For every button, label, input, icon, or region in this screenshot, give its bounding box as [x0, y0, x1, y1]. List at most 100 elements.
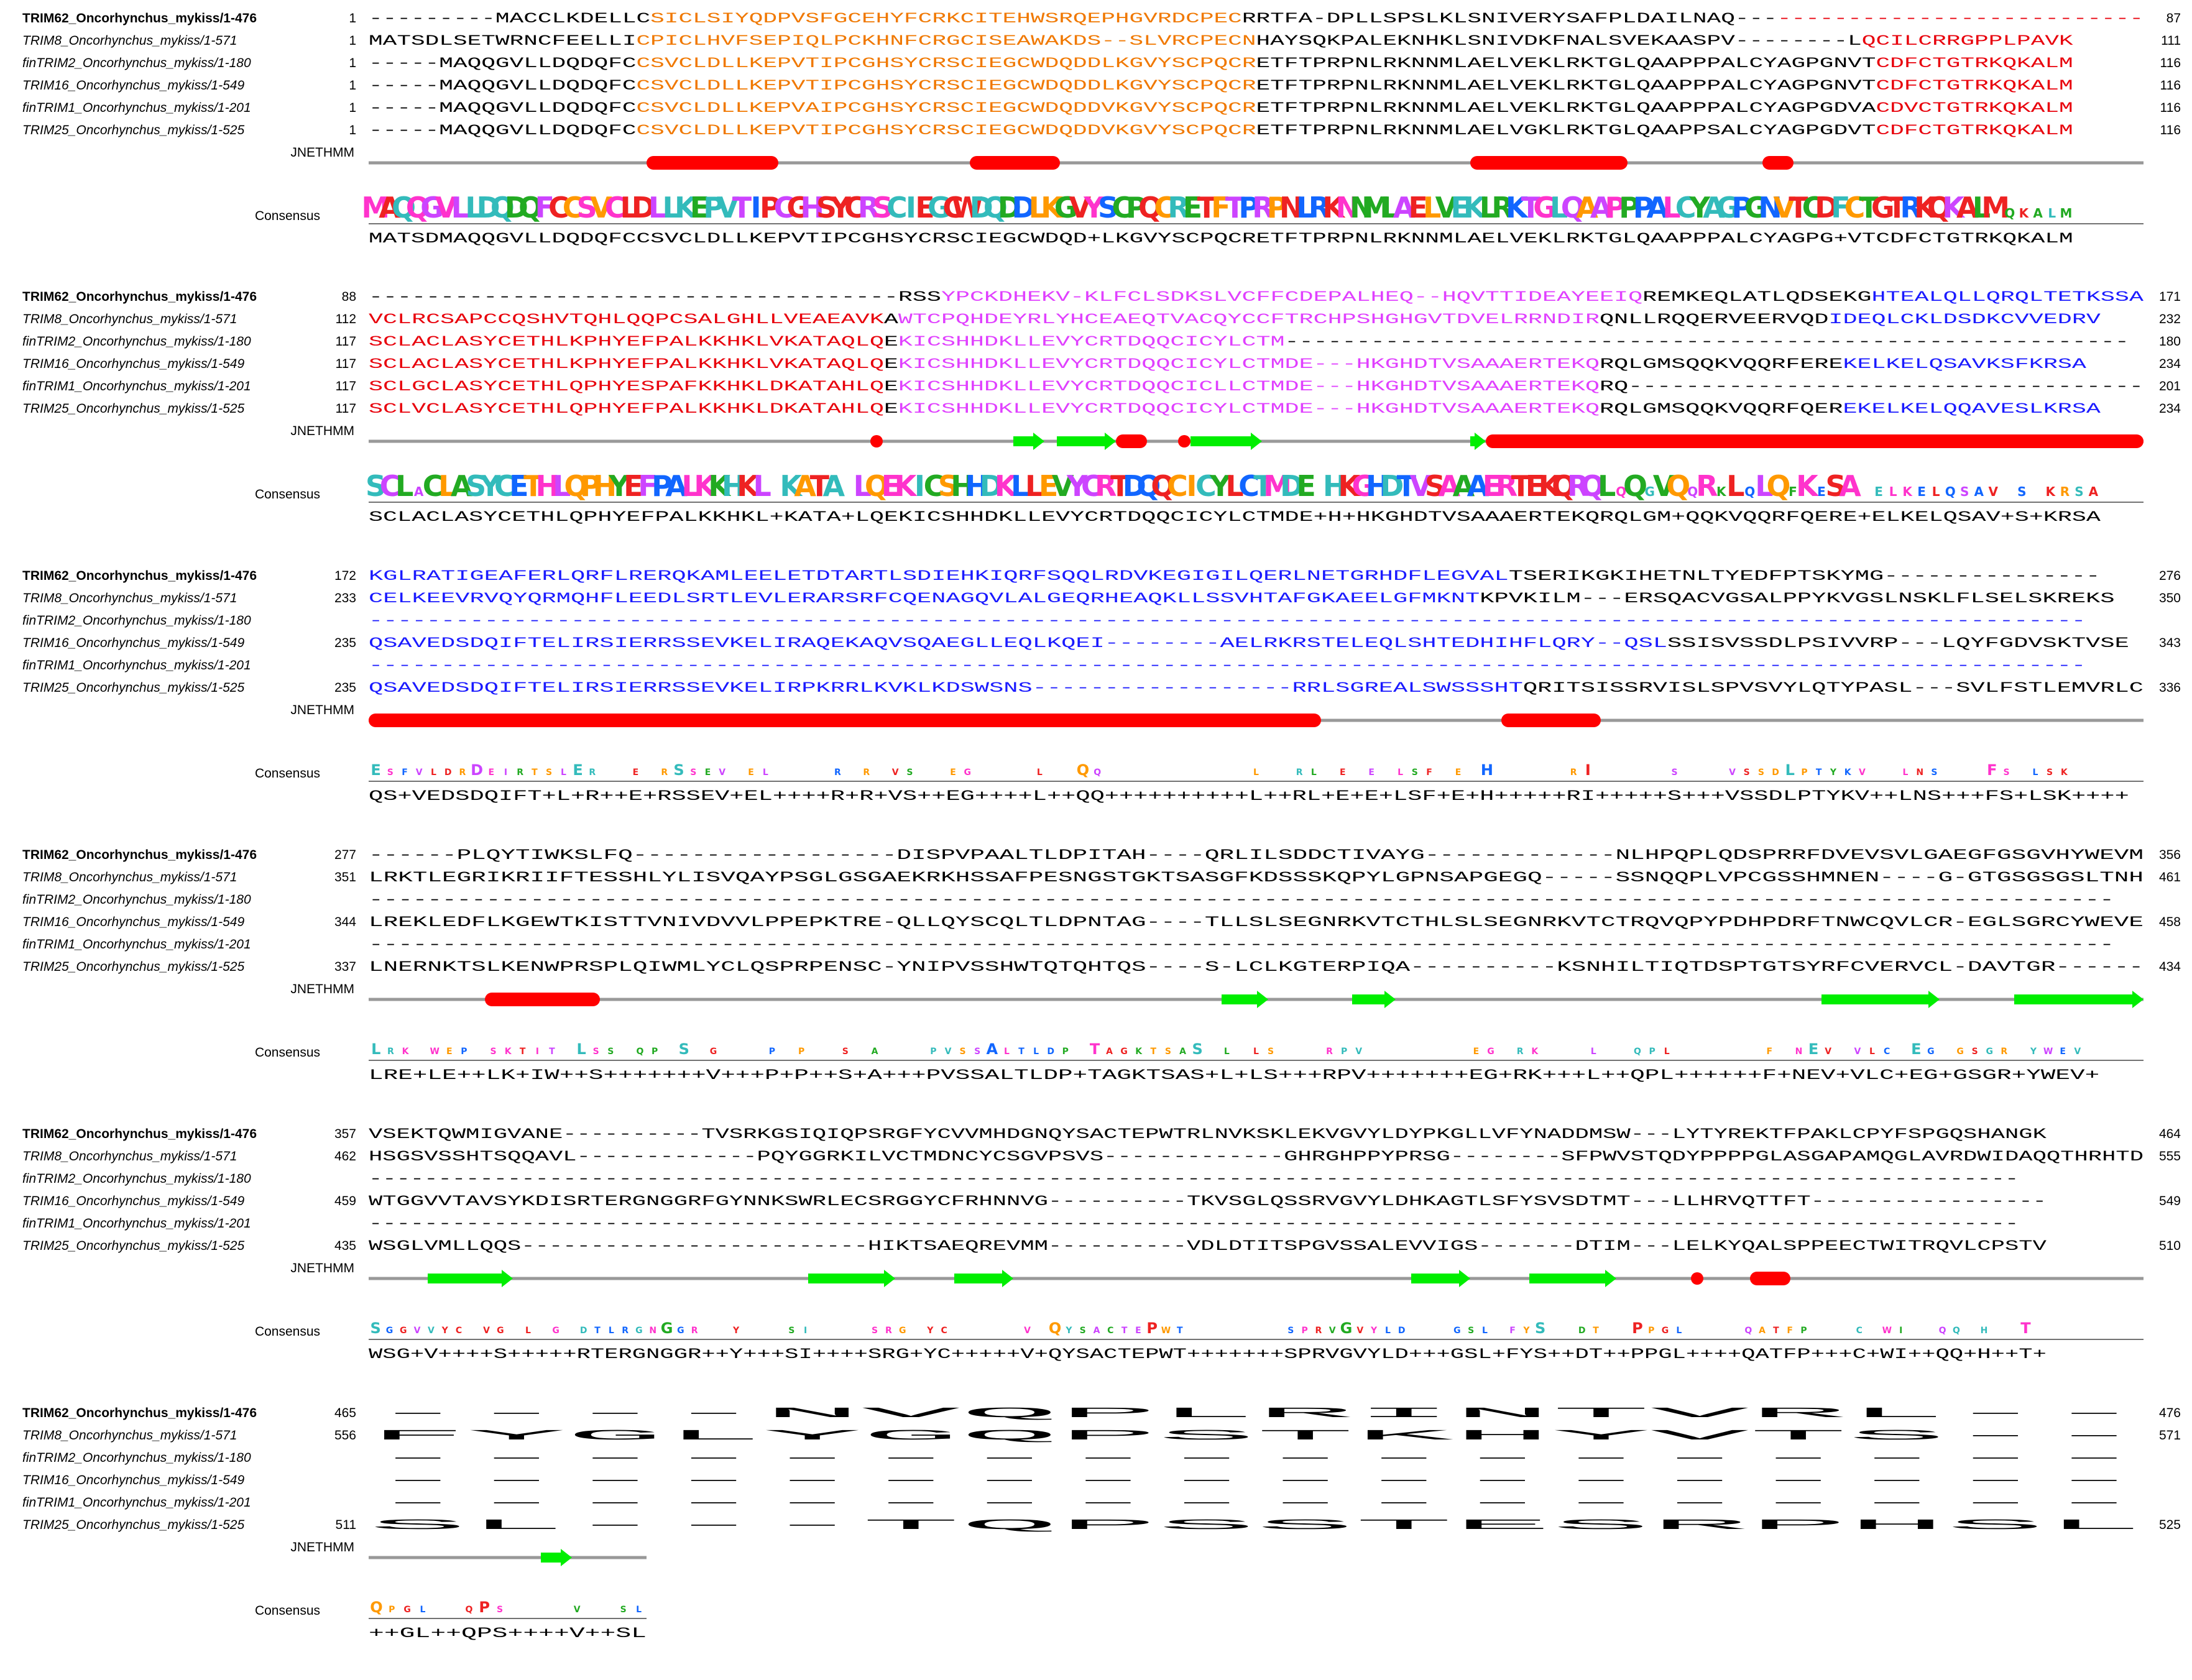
sequence-start-number: 337: [334, 960, 356, 974]
sequence-name: TRIM8_Oncorhynchus_mykiss/1-571: [22, 1428, 237, 1443]
logo-letter: I: [1899, 1326, 1902, 1336]
logo-letter: P: [389, 1605, 395, 1615]
logo-letter: Q: [1136, 469, 1161, 503]
logo-letter: S: [673, 761, 684, 779]
logo-letter: G: [786, 191, 810, 224]
logo-letter: A: [1703, 191, 1725, 224]
logo-letter: Q: [1766, 469, 1790, 503]
strand-arrow: [808, 1270, 895, 1287]
logo-letter: D: [970, 191, 993, 224]
logo-letter: A: [1467, 469, 1490, 503]
sequence-name: TRIM25_Oncorhynchus_mykiss/1-525: [22, 402, 244, 416]
logo-letter: C: [1112, 191, 1133, 224]
logo-letter: V: [892, 768, 899, 778]
logo-letter: R: [387, 1047, 394, 1057]
logo-letter: C: [1154, 191, 1175, 224]
logo-letter: L: [1973, 191, 1991, 224]
sequence-start-number: 344: [334, 915, 356, 929]
logo-letter: L: [1037, 768, 1043, 778]
jnethmm-label: JNETHMM: [290, 1261, 354, 1275]
logo-letter: K: [895, 469, 918, 503]
logo-letter: L: [609, 1326, 614, 1336]
logo-letter: Q: [1744, 1326, 1752, 1336]
logo-letter: Y: [1830, 768, 1837, 778]
logo-letter: G: [1352, 469, 1375, 503]
logo-letter: R: [2060, 484, 2070, 499]
logo-letter: E: [1483, 469, 1502, 503]
logo-letter: L: [1482, 1326, 1488, 1336]
logo-letter: V: [428, 1326, 435, 1336]
logo-letter: C: [1238, 469, 1259, 503]
logo-letter: Q: [465, 1605, 472, 1615]
logo-letter: R: [858, 191, 880, 224]
sequence-name: TRIM62_Oncorhynchus_mykiss/1-476: [22, 1406, 257, 1420]
logo-letter: S: [906, 768, 913, 778]
sequence-name: finTRIM2_Oncorhynchus_mykiss/1-180: [22, 613, 251, 628]
logo-letter: Y: [829, 191, 851, 224]
logo-letter: E: [1368, 768, 1375, 778]
logo-letter: R: [661, 768, 668, 778]
sequence-residues: HSGSVSSHTSQQAVL-------------PQYGGRKILVCT…: [369, 1149, 2144, 1165]
logo-letter: C: [844, 191, 865, 224]
logo-letter: Q: [370, 1599, 382, 1616]
logo-letter: L: [1676, 1326, 1682, 1336]
sequence-name: finTRIM2_Oncorhynchus_mykiss/1-180: [22, 334, 251, 349]
sequence-end-number: 343: [2159, 636, 2181, 650]
logo-letter: V: [1409, 469, 1432, 503]
logo-letter: E: [573, 761, 583, 779]
sequence-name: TRIM8_Oncorhynchus_mykiss/1-571: [22, 591, 237, 605]
logo-letter: K: [1322, 191, 1346, 224]
helix-marker: [1470, 156, 1628, 170]
logo-letter: C: [380, 469, 401, 503]
logo-letter: L: [1591, 1047, 1596, 1057]
sequence-name: TRIM16_Oncorhynchus_mykiss/1-549: [22, 1194, 244, 1208]
strand-arrow: [1470, 433, 1486, 450]
sequence-residues: LREKLEDFLKGEWTKISTTVNIVDVVLPPEPKTRE-QLLQ…: [369, 914, 2144, 930]
logo-letter: R: [1496, 469, 1517, 503]
sequence-end-number: 87: [2167, 11, 2181, 25]
logo-letter: I: [914, 469, 925, 503]
sequence-name: TRIM25_Oncorhynchus_mykiss/1-525: [22, 1518, 244, 1532]
logo-letter: G: [899, 1326, 906, 1336]
logo-letter: Y: [926, 1326, 934, 1336]
sequence-residues: SCLGCLASYCETHLQPHYESPAFKKHKLDKATAHLQ E KIC…: [369, 379, 2144, 395]
sequence-name: TRIM25_Oncorhynchus_mykiss/1-525: [22, 1239, 244, 1253]
sequence-start-number: 117: [336, 357, 356, 371]
sequence-start-number: 233: [334, 591, 356, 605]
logo-letter: E: [1135, 1326, 1141, 1336]
logo-letter: H: [1481, 761, 1493, 779]
logo-letter: Q: [1151, 469, 1175, 503]
helix-dot: [1178, 435, 1190, 448]
logo-letter: L: [1011, 469, 1029, 503]
logo-letter: K: [995, 469, 1018, 503]
sequence-end-number: 464: [2159, 1127, 2181, 1141]
logo-letter: D: [980, 469, 1003, 503]
logo-letter: V: [414, 1326, 421, 1336]
logo-letter: S: [2075, 484, 2083, 499]
logo-letter: F: [1211, 191, 1230, 224]
logo-letter: S: [1098, 191, 1118, 224]
logo-letter: W: [430, 1047, 439, 1057]
logo-letter: G: [1871, 191, 1895, 224]
logo-letter: K: [2046, 484, 2056, 499]
logo-letter: S: [1268, 1047, 1274, 1057]
logo-letter: Q: [490, 191, 515, 224]
logo-letter: W: [2043, 1047, 2053, 1057]
logo-letter: T: [1593, 1326, 1599, 1336]
logo-letter: M: [361, 191, 390, 224]
logo-letter: F: [1767, 1047, 1773, 1057]
logo-letter: R: [1570, 768, 1577, 778]
logo-letter: E: [690, 191, 709, 224]
alignment-block: TRIM62_Oncorhynchus_mykiss/1-476 88 ------…: [22, 289, 2181, 525]
logo-letter: C: [774, 191, 795, 224]
sequence-start-number: 112: [336, 312, 356, 326]
logo-letter: E: [950, 768, 956, 778]
logo-letter: G: [1716, 191, 1740, 224]
sequence-start-number: 277: [334, 848, 356, 862]
sequence-name: finTRIM1_Oncorhynchus_mykiss/1-201: [22, 101, 251, 115]
sequence-start-number: 1: [349, 11, 356, 25]
sequence-residues: ----------------------------------------…: [369, 658, 2086, 674]
logo-letter: A: [1393, 191, 1416, 224]
